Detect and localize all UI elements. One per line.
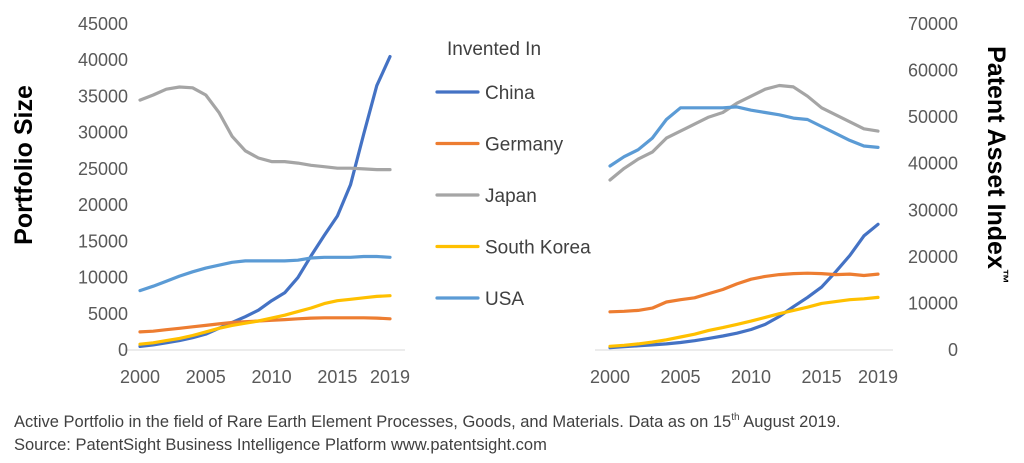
x-tick-label: 2000 [120,367,160,387]
y-tick-label: 20000 [908,247,958,267]
y-tick-label: 40000 [908,154,958,174]
caption-end-text: August 2019. [739,413,841,431]
legend-title: Invented In [447,39,541,60]
series-line-south-korea [608,295,880,348]
series-line-south-korea [138,294,392,346]
series-line-china [138,54,392,348]
left-chart-portfolio-size: 0 5000 10000 15000 20000 25000 30000 35000 40000… [10,14,410,387]
x-tick-label: 2010 [731,367,771,387]
caption-main-text: Active Portfolio in the field of Rare Ea… [14,413,732,431]
y-tick-label: 10000 [78,268,128,288]
legend-label-china: China [485,83,535,104]
y-tick-label: 30000 [908,200,958,220]
legend-label-japan: Japan [485,186,537,207]
y-axis-title: Patent Asset Index™ [982,46,1011,284]
x-tick-label: 2015 [317,367,357,387]
y-tick-label: 60000 [908,61,958,81]
x-tick-label: 2019 [370,367,410,387]
caption-source-line: Source: PatentSight Business Intelligenc… [14,436,547,454]
y-tick-label: 35000 [78,86,128,106]
y-axis-title: Portfolio Size [10,85,38,245]
y-tick-label: 50000 [908,107,958,127]
series-line-japan [138,85,392,172]
y-tick-label: 0 [118,340,128,360]
legend-label-germany: Germany [485,135,564,156]
x-tick-label: 2015 [802,367,842,387]
right-chart-patent-asset-index: 0 10000 20000 30000 40000 50000 60000 70000 2000… [590,14,1011,387]
y-tick-label: 0 [948,340,958,360]
y-tick-label: 20000 [78,195,128,215]
caption-superscript: th [731,412,740,423]
series-line-usa [138,254,392,293]
series-line-china [608,222,880,350]
y-tick-label: 70000 [908,14,958,34]
trademark-symbol: ™ [994,269,1011,284]
legend-label-south-korea: South Korea [485,238,591,259]
y-tick-label: 30000 [78,123,128,143]
legend: Invented In China Germany Japan South Korea U… [435,39,591,310]
y-tick-label: 40000 [78,50,128,70]
series-line-germany [608,271,880,314]
x-tick-label: 2000 [590,367,630,387]
series-line-japan [608,83,880,182]
caption-line-1: Active Portfolio in the field of Rare Ea… [14,413,840,432]
y-tick-label: 10000 [908,293,958,313]
legend-label-usa: USA [485,289,524,310]
y-tick-label: 45000 [78,14,128,34]
x-tick-label: 2005 [661,367,701,387]
x-tick-label: 2019 [858,367,898,387]
y-tick-label: 5000 [88,304,128,324]
x-tick-label: 2010 [252,367,292,387]
y-tick-label: 15000 [78,231,128,251]
series-line-usa [608,105,880,168]
chart-figure: 0500010000150002000025000300003500040000… [10,14,1011,387]
y-tick-label: 25000 [78,159,128,179]
x-tick-label: 2005 [186,367,226,387]
